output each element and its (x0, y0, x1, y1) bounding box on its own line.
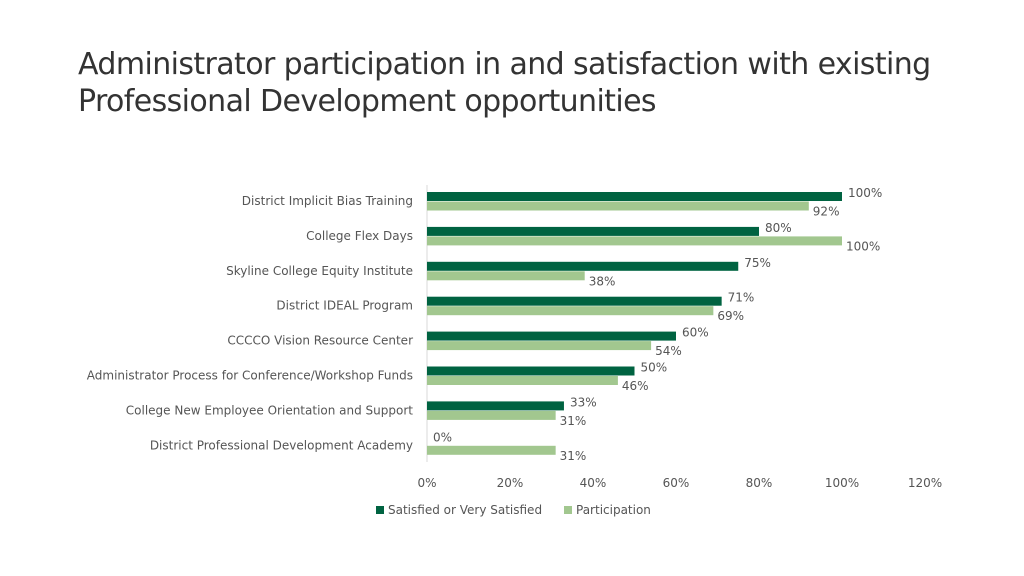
data-label: 92% (813, 205, 840, 219)
legend-swatch (564, 506, 572, 514)
category-label: CCCCO Vision Resource Center (227, 334, 413, 348)
data-label: 60% (682, 326, 709, 340)
data-label: 31% (560, 414, 587, 428)
bar-participation (427, 201, 809, 211)
category-label: District Implicit Bias Training (242, 194, 413, 208)
x-tick-label: 100% (825, 476, 859, 490)
x-tick-label: 120% (908, 476, 942, 490)
x-tick-label: 80% (746, 476, 773, 490)
category-label: Skyline College Equity Institute (226, 264, 413, 278)
data-label: 80% (765, 221, 792, 235)
data-label: 31% (560, 449, 587, 463)
data-label: 33% (570, 395, 597, 409)
data-label: 100% (846, 239, 880, 253)
bar-satisfied (427, 296, 722, 306)
legend-label: Satisfied or Very Satisfied (388, 503, 542, 517)
bar-participation (427, 236, 842, 246)
x-tick-label: 40% (580, 476, 607, 490)
category-label: District IDEAL Program (276, 299, 413, 313)
bar-satisfied (427, 192, 842, 201)
data-label: 75% (744, 256, 771, 270)
x-tick-label: 20% (497, 476, 524, 490)
bar-satisfied (427, 331, 676, 341)
bar-participation (427, 376, 618, 385)
data-label: 71% (728, 291, 755, 305)
category-label: College New Employee Orientation and Sup… (126, 403, 414, 417)
data-label: 0% (433, 430, 452, 444)
bar-participation (427, 306, 714, 316)
data-label: 46% (622, 379, 649, 393)
category-label: College Flex Days (306, 229, 413, 243)
legend-label: Participation (576, 503, 651, 517)
category-label: District Professional Development Academ… (150, 438, 413, 452)
chart-title: Administrator participation in and satis… (78, 47, 931, 119)
bar-participation (427, 445, 556, 455)
bar-participation (427, 271, 585, 281)
data-label: 69% (717, 309, 744, 323)
bar-satisfied (427, 366, 635, 376)
data-label: 54% (655, 344, 682, 358)
x-tick-label: 60% (663, 476, 690, 490)
data-label: 38% (589, 274, 616, 288)
bar-satisfied (427, 226, 759, 236)
bar-participation (427, 341, 652, 351)
data-label: 100% (848, 186, 882, 200)
data-label: 50% (641, 361, 668, 375)
bar-satisfied (427, 261, 739, 271)
x-tick-label: 0% (417, 476, 436, 490)
bar-satisfied (427, 401, 564, 411)
category-label: Administrator Process for Conference/Wor… (87, 369, 413, 383)
legend-swatch (376, 506, 384, 514)
bar-participation (427, 410, 556, 420)
